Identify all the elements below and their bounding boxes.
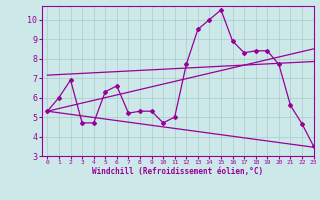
X-axis label: Windchill (Refroidissement éolien,°C): Windchill (Refroidissement éolien,°C) bbox=[92, 167, 263, 176]
